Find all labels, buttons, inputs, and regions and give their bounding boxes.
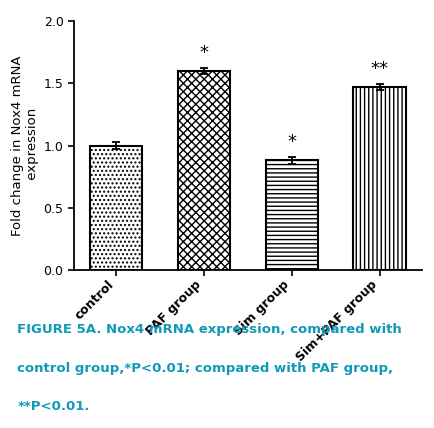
Bar — [177, 71, 230, 270]
Text: **P<0.01.: **P<0.01. — [17, 400, 90, 413]
Text: control group,*P<0.01; compared with PAF group,: control group,*P<0.01; compared with PAF… — [17, 362, 393, 374]
Bar — [265, 160, 318, 270]
Text: *: * — [287, 133, 296, 151]
Y-axis label: Fold change in Nox4 mRNA
 expression: Fold change in Nox4 mRNA expression — [11, 55, 39, 236]
Bar — [89, 146, 142, 270]
Text: *: * — [199, 44, 208, 62]
Text: **: ** — [370, 60, 388, 78]
Text: FIGURE 5A. Nox4 mRNA expression, compared with: FIGURE 5A. Nox4 mRNA expression, compare… — [17, 323, 401, 336]
Bar — [352, 87, 405, 270]
